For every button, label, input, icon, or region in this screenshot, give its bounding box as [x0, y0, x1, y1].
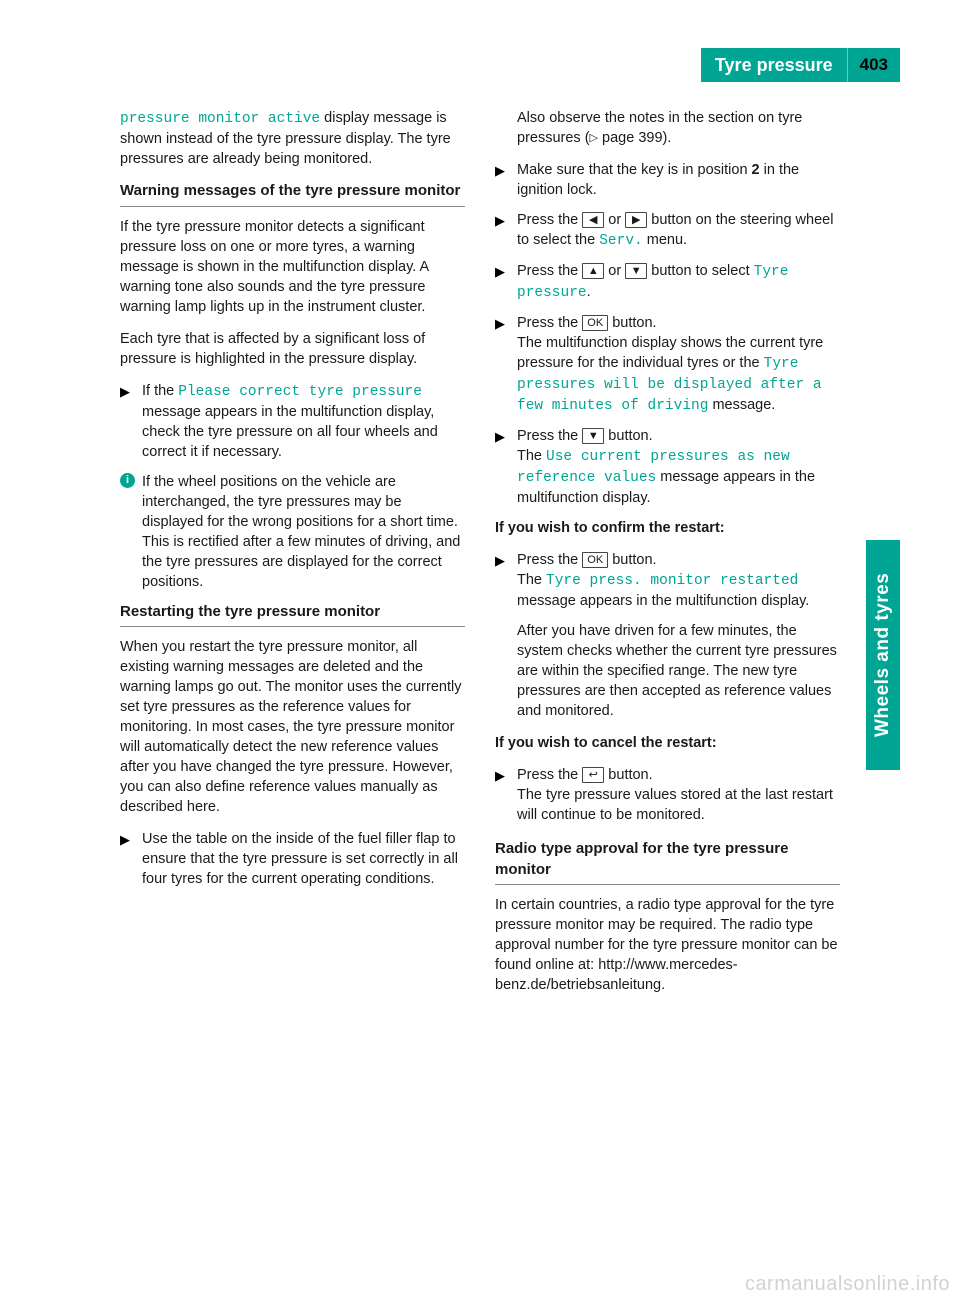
up-arrow-button-icon: ▲: [582, 263, 604, 279]
triangle-icon: ▶: [120, 383, 130, 401]
list: ▶ If the Please correct tyre pressure me…: [120, 381, 465, 592]
subheading: If you wish to confirm the restart:: [495, 518, 840, 538]
para: pressure monitor active display message …: [120, 108, 465, 169]
page-header: Tyre pressure 403: [701, 48, 900, 82]
text: button.: [604, 767, 652, 783]
list-item: ▶ Press the ▲ or ▼ button to select Tyre…: [495, 261, 840, 303]
text: Press the: [517, 315, 582, 331]
text: Press the: [517, 428, 582, 444]
display-text: Serv.: [599, 233, 643, 249]
para: In certain countries, a radio type appro…: [495, 895, 840, 995]
text: message appears in the multifunction dis…: [142, 404, 438, 460]
display-text: pressure monitor active: [120, 111, 320, 127]
text: button.: [608, 315, 656, 331]
ok-button-icon: OK: [582, 315, 608, 331]
list: ▶ Press the OK button. The Tyre press. m…: [495, 550, 840, 721]
text: Press the: [517, 767, 582, 783]
divider: [120, 626, 465, 627]
info-icon: i: [120, 473, 135, 488]
text: Make sure that the key is in position: [517, 162, 752, 178]
text: If the: [142, 383, 178, 399]
text: button.: [604, 428, 652, 444]
text: menu.: [643, 232, 687, 248]
para: When you restart the tyre pressure monit…: [120, 637, 465, 817]
list-item: ▶ Press the ◀ or ▶ button on the steerin…: [495, 210, 840, 251]
display-text: Tyre press. monitor restarted: [546, 573, 798, 589]
ok-button-icon: OK: [582, 552, 608, 568]
text: The tyre pressure values stored at the l…: [517, 787, 833, 823]
section-tab: Wheels and tyres: [866, 540, 900, 770]
text: message appears in the multifunction dis…: [517, 593, 809, 609]
text: The: [517, 572, 546, 588]
list: ▶ Make sure that the key is in position …: [495, 160, 840, 508]
down-arrow-button-icon: ▼: [625, 263, 647, 279]
para: Also observe the notes in the section on…: [495, 108, 840, 148]
text: or: [604, 212, 625, 228]
down-arrow-button-icon: ▼: [582, 428, 604, 444]
right-column: Also observe the notes in the section on…: [495, 108, 840, 1007]
para: Each tyre that is affected by a signific…: [120, 329, 465, 369]
left-column: pressure monitor active display message …: [120, 108, 465, 1007]
text-bold: 2: [752, 162, 760, 178]
back-button-icon: ↩: [582, 767, 604, 783]
triangle-icon: ▶: [495, 212, 505, 230]
triangle-icon: ▶: [120, 831, 130, 849]
ref-icon: ▷: [590, 132, 598, 144]
list: ▶ Use the table on the inside of the fue…: [120, 829, 465, 889]
triangle-icon: ▶: [495, 263, 505, 281]
para: If the tyre pressure monitor detects a s…: [120, 217, 465, 317]
subheading: Warning messages of the tyre pressure mo…: [120, 181, 465, 202]
text: button to select: [647, 263, 753, 279]
para: After you have driven for a few minutes,…: [517, 621, 840, 721]
text: page 399).: [598, 130, 671, 146]
left-arrow-button-icon: ◀: [582, 212, 604, 228]
text: or: [604, 263, 625, 279]
list-item: i If the wheel positions on the vehicle …: [120, 472, 465, 592]
text: Press the: [517, 263, 582, 279]
header-page-number: 403: [847, 48, 900, 82]
list-item: ▶ Press the ▼ button. The Use current pr…: [495, 426, 840, 508]
subheading: Radio type approval for the tyre pressur…: [495, 839, 840, 880]
triangle-icon: ▶: [495, 767, 505, 785]
divider: [495, 884, 840, 885]
list-item: ▶ If the Please correct tyre pressure me…: [120, 381, 465, 462]
list: ▶ Press the ↩ button. The tyre pressure …: [495, 765, 840, 825]
content-area: pressure monitor active display message …: [120, 108, 840, 1007]
list-item: ▶ Use the table on the inside of the fue…: [120, 829, 465, 889]
text: button.: [608, 552, 656, 568]
text: Use the table on the inside of the fuel …: [142, 831, 458, 887]
text: Press the: [517, 552, 582, 568]
subheading: Restarting the tyre pressure monitor: [120, 602, 465, 623]
list-item: ▶ Press the OK button. The multifunction…: [495, 313, 840, 416]
triangle-icon: ▶: [495, 162, 505, 180]
text: .: [587, 284, 591, 300]
triangle-icon: ▶: [495, 552, 505, 570]
triangle-icon: ▶: [495, 428, 505, 446]
text: message.: [708, 397, 775, 413]
divider: [120, 206, 465, 207]
display-text: Please correct tyre pressure: [178, 384, 422, 400]
list-item: ▶ Press the OK button. The Tyre press. m…: [495, 550, 840, 721]
list-item: ▶ Make sure that the key is in position …: [495, 160, 840, 200]
right-arrow-button-icon: ▶: [625, 212, 647, 228]
list-item: ▶ Press the ↩ button. The tyre pressure …: [495, 765, 840, 825]
watermark: carmanualsonline.info: [745, 1273, 950, 1296]
subheading: If you wish to cancel the restart:: [495, 733, 840, 753]
text: If the wheel positions on the vehicle ar…: [142, 474, 460, 590]
text: Press the: [517, 212, 582, 228]
header-title: Tyre pressure: [701, 48, 847, 82]
triangle-icon: ▶: [495, 315, 505, 333]
text: The: [517, 448, 546, 464]
